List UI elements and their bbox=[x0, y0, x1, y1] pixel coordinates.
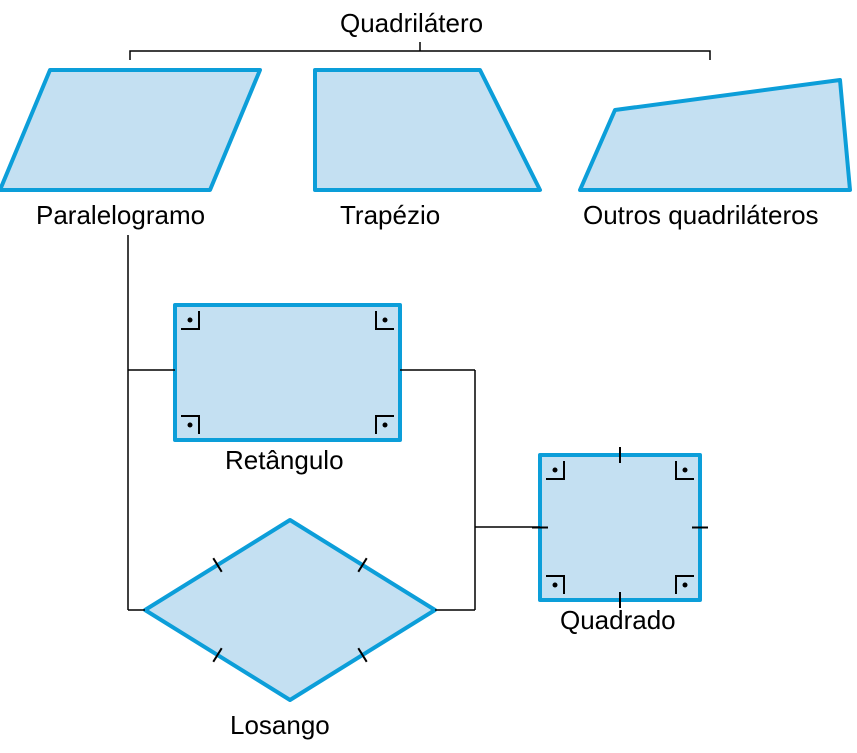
parallelogram-shape bbox=[0, 70, 260, 190]
other-quad-label: Outros quadriláteros bbox=[583, 200, 819, 231]
title-label: Quadrilátero bbox=[340, 8, 483, 39]
parallelogram-label: Paralelogramo bbox=[36, 200, 205, 231]
rectangle-shape bbox=[175, 305, 400, 440]
trapezoid-label: Trapézio bbox=[340, 200, 440, 231]
square-label: Quadrado bbox=[560, 605, 676, 636]
rhombus-shape bbox=[145, 520, 435, 700]
trapezoid-shape bbox=[315, 70, 540, 190]
other-quad-shape bbox=[580, 80, 850, 190]
rectangle-label: Retângulo bbox=[225, 445, 344, 476]
diagram-canvas bbox=[0, 0, 857, 753]
rhombus-label: Losango bbox=[230, 710, 330, 741]
